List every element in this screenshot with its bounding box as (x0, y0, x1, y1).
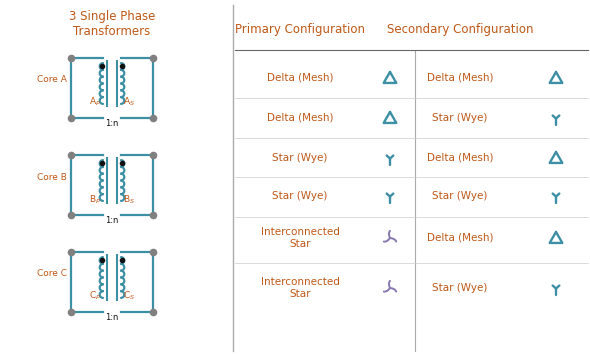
Text: Delta (Mesh): Delta (Mesh) (267, 113, 333, 123)
Text: Interconnected
Star: Interconnected Star (261, 227, 339, 249)
Text: 3 Single Phase
Transformers: 3 Single Phase Transformers (69, 10, 155, 38)
Text: Star (Wye): Star (Wye) (273, 153, 327, 163)
Text: 1:n: 1:n (105, 216, 119, 225)
Text: Delta (Mesh): Delta (Mesh) (427, 233, 493, 243)
Text: Secondary Configuration: Secondary Configuration (387, 23, 533, 37)
Text: Star (Wye): Star (Wye) (273, 191, 327, 201)
Text: Star (Wye): Star (Wye) (432, 113, 488, 123)
Text: C$_P$: C$_P$ (89, 290, 101, 303)
Text: Delta (Mesh): Delta (Mesh) (427, 153, 493, 163)
Text: B$_S$: B$_S$ (123, 193, 135, 205)
Text: Core C: Core C (37, 269, 67, 278)
Text: Interconnected
Star: Interconnected Star (261, 277, 339, 299)
Text: Delta (Mesh): Delta (Mesh) (427, 73, 493, 83)
Text: Star (Wye): Star (Wye) (432, 191, 488, 201)
Text: A$_S$: A$_S$ (123, 96, 135, 109)
Text: Core B: Core B (37, 173, 67, 182)
Text: C$_S$: C$_S$ (123, 290, 135, 303)
Text: Core A: Core A (37, 75, 67, 84)
Text: A$_P$: A$_P$ (89, 96, 101, 109)
Text: 1:n: 1:n (105, 313, 119, 322)
Text: Star (Wye): Star (Wye) (432, 283, 488, 293)
Text: Delta (Mesh): Delta (Mesh) (267, 73, 333, 83)
Text: 1:n: 1:n (105, 119, 119, 128)
Text: B$_P$: B$_P$ (89, 193, 101, 205)
Text: Primary Configuration: Primary Configuration (235, 23, 365, 37)
